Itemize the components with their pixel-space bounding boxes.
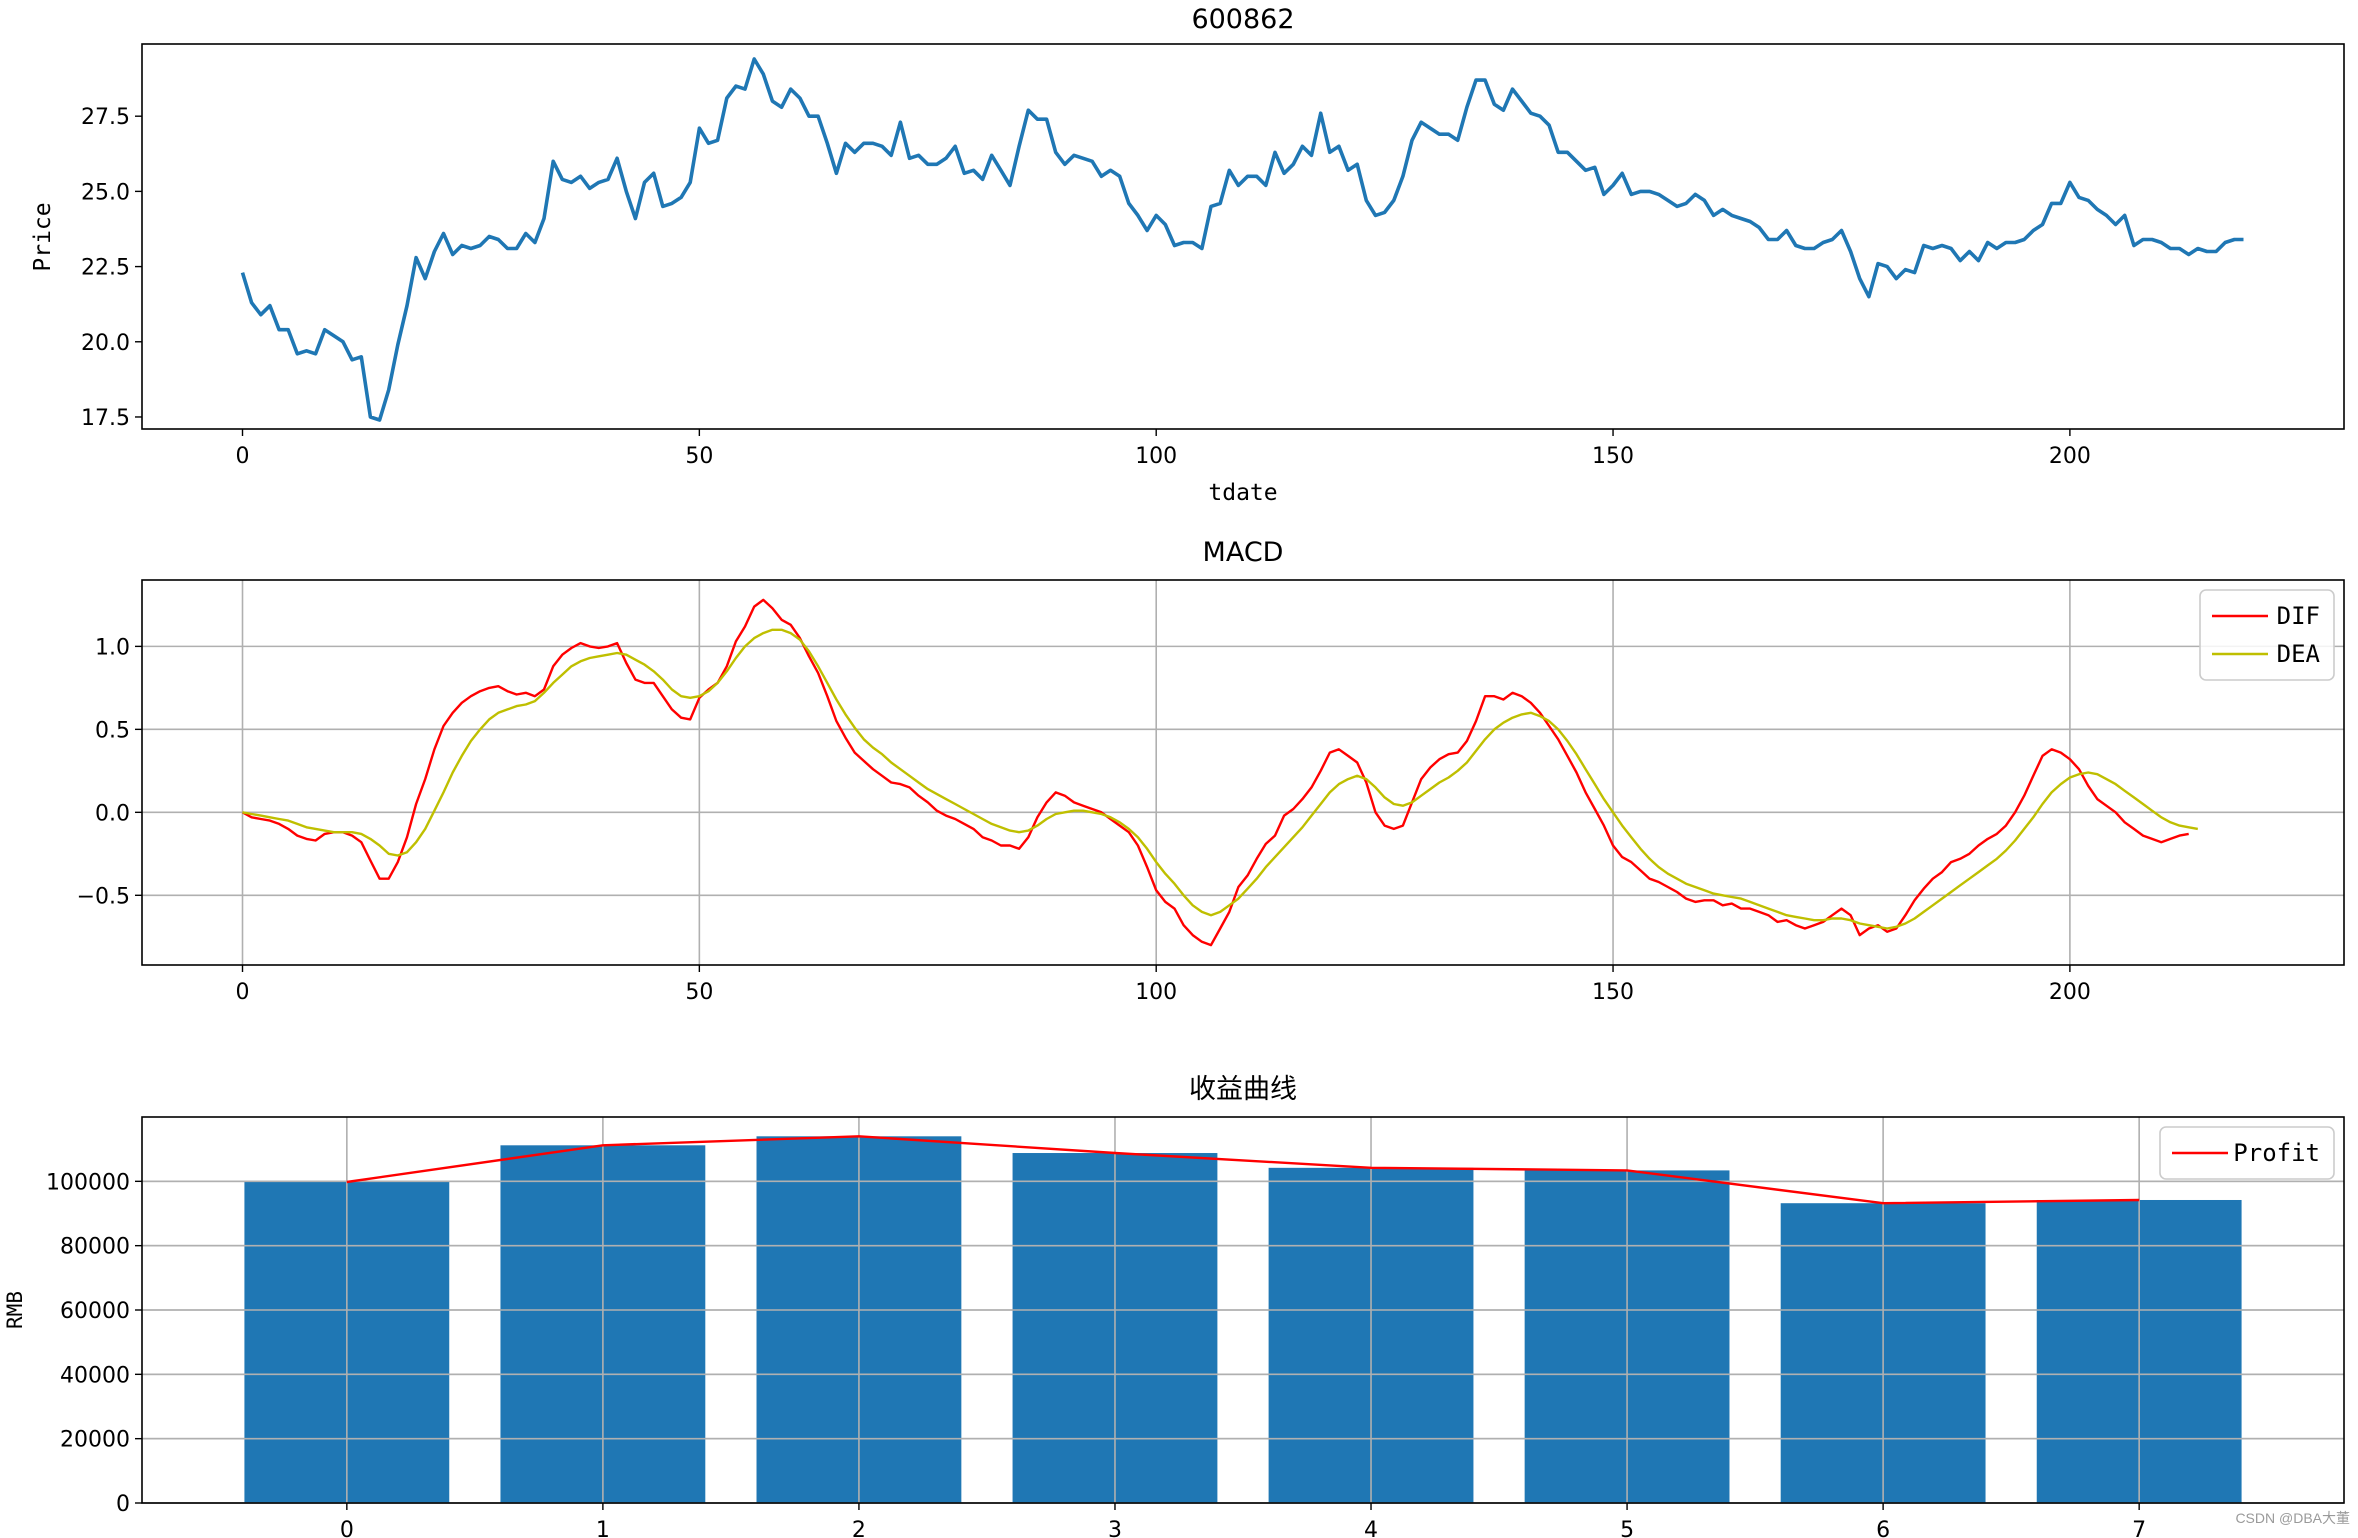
profit-x-tick-label: 2	[852, 1518, 866, 1538]
profit-axes-frame	[141, 1116, 2345, 1504]
profit-x-tick-label: 4	[1364, 1518, 1378, 1538]
price-x-ticks: 0 50 100 150 200	[236, 429, 2091, 469]
price-y-tick-label: 22.5	[81, 256, 130, 281]
profit-legend-label: Profit	[2233, 1139, 2320, 1167]
profit-y-tick-label: 20000	[60, 1428, 130, 1453]
price-chart: 600862 17.5 20.0 22.5 25.0 27.5 0 50 100 150 200…	[30, 4, 2345, 506]
price-y-tick-label: 20.0	[81, 331, 130, 356]
profit-x-tick-label: 7	[2132, 1518, 2146, 1538]
price-y-tick-label: 27.5	[81, 105, 130, 130]
macd-x-tick-label: 50	[685, 980, 713, 1005]
price-y-tick-label: 17.5	[81, 406, 130, 431]
macd-legend-box	[2199, 589, 2335, 681]
macd-chart-title: MACD	[1203, 537, 1284, 568]
macd-y-ticks: −0.5 0.0 0.5 1.0	[77, 635, 142, 909]
profit-x-ticks: 0 1 2 3 4 5 6 7	[340, 1503, 2146, 1538]
price-axes-frame	[141, 43, 2345, 430]
profit-plot-area	[346, 1135, 2140, 1205]
macd-series-dif-line	[241, 598, 2189, 947]
macd-legend: DIF DEA	[2199, 589, 2335, 681]
profit-chart: 收益曲线 0 20000 40000 60000 80000 100000 0 1 2 3 4 5 6…	[3, 1074, 2345, 1538]
price-x-tick-label: 150	[1592, 444, 1634, 469]
macd-chart: MACD −0.5 0.0 0.5 1.0 0 50 100 150 200 DIF DEA	[77, 537, 2345, 1005]
macd-x-tick-label: 150	[1592, 980, 1634, 1005]
macd-series-dea-line	[242, 628, 2199, 930]
price-x-tick-label: 200	[2049, 444, 2091, 469]
macd-x-tick-label: 0	[236, 980, 250, 1005]
price-series-close-line	[240, 57, 2244, 422]
price-x-axis-label: tdate	[1208, 480, 1277, 506]
watermark: CSDN @DBA大董	[2235, 1510, 2350, 1526]
profit-y-tick-label: 60000	[60, 1299, 130, 1324]
macd-y-tick-label: 0.5	[95, 718, 130, 743]
profit-x-tick-label: 3	[1108, 1518, 1122, 1538]
macd-x-tick-label: 100	[1135, 980, 1177, 1005]
price-y-ticks: 17.5 20.0 22.5 25.0 27.5	[81, 105, 142, 431]
price-y-tick-label: 25.0	[81, 180, 130, 205]
profit-y-tick-label: 40000	[60, 1363, 130, 1388]
price-y-axis-label: Price	[30, 202, 56, 271]
profit-legend: Profit	[2159, 1126, 2335, 1180]
profit-x-tick-label: 5	[1620, 1518, 1634, 1538]
profit-y-tick-label: 80000	[60, 1235, 130, 1260]
profit-grid	[142, 1180, 2344, 1504]
price-chart-title: 600862	[1191, 4, 1294, 35]
profit-bars	[142, 1117, 2344, 1504]
profit-legend-box	[2159, 1126, 2335, 1180]
profit-x-tick-label: 1	[596, 1518, 610, 1538]
profit-y-tick-label: 0	[116, 1492, 130, 1517]
price-plot-area	[240, 57, 2244, 422]
profit-y-tick-label: 100000	[46, 1170, 130, 1195]
profit-x-tick-label: 0	[340, 1518, 354, 1538]
macd-legend-label: DIF	[2277, 602, 2320, 630]
profit-y-axis-label: RMB	[3, 1291, 27, 1329]
macd-y-tick-label: −0.5	[77, 884, 130, 909]
macd-grid	[142, 580, 2344, 965]
macd-x-ticks: 0 50 100 150 200	[236, 965, 2091, 1005]
price-x-tick-label: 0	[236, 444, 250, 469]
macd-x-tick-label: 200	[2049, 980, 2091, 1005]
profit-y-ticks: 0 20000 40000 60000 80000 100000	[46, 1170, 142, 1517]
macd-y-tick-label: 1.0	[95, 635, 130, 660]
profit-x-tick-label: 6	[1876, 1518, 1890, 1538]
macd-plot-area	[241, 598, 2199, 947]
profit-chart-title: 收益曲线	[1189, 1074, 1297, 1105]
macd-legend-label: DEA	[2277, 640, 2321, 668]
price-x-tick-label: 100	[1135, 444, 1177, 469]
profit-series-line	[346, 1135, 2140, 1205]
macd-axes-frame	[141, 579, 2345, 966]
price-x-tick-label: 50	[685, 444, 713, 469]
macd-y-tick-label: 0.0	[95, 801, 130, 826]
